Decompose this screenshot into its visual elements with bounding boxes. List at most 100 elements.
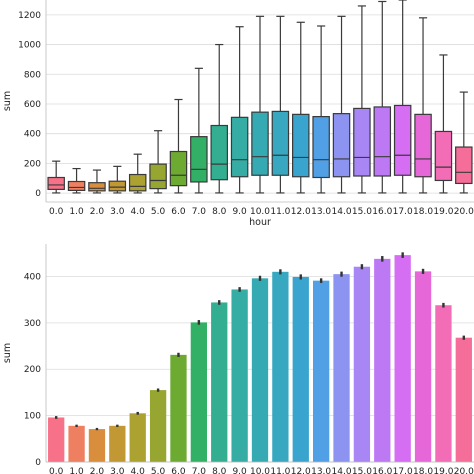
x-tick-label: 19.0	[433, 207, 453, 217]
box-15.0	[353, 5, 371, 194]
x-tick-label: 15.0	[352, 467, 372, 474]
box-iqr	[128, 173, 147, 192]
box-11.0	[271, 15, 290, 194]
x-tick-label: 3.0	[110, 207, 125, 217]
box-iqr	[393, 104, 412, 176]
box-10.0	[251, 15, 269, 194]
x-tick-label: 1.0	[69, 207, 84, 217]
box-iqr	[88, 182, 106, 192]
x-tick-label: 10.0	[250, 467, 270, 474]
x-tick-label: 12.0	[291, 207, 311, 217]
x-tick-label: 20.0	[454, 467, 474, 474]
box-iqr	[190, 136, 208, 183]
y-tick-label: 0	[35, 189, 41, 199]
box-3.0	[108, 165, 127, 194]
box-5.0	[149, 130, 167, 194]
box-iqr	[47, 176, 65, 190]
box-iqr	[108, 180, 127, 192]
x-tick-label: 13.0	[311, 467, 331, 474]
box-16.0	[373, 0, 392, 194]
y-axis-label: sum	[2, 343, 13, 363]
y-tick-label: 800	[24, 70, 41, 80]
box-17.0	[393, 0, 412, 194]
x-tick-label: 5.0	[151, 467, 166, 474]
box-12.0	[292, 21, 310, 194]
x-tick-label: 1.0	[69, 467, 84, 474]
bar-13.0	[312, 280, 330, 462]
bar-19.0	[435, 305, 452, 462]
bar-14.0	[333, 274, 350, 462]
bar-3.0	[109, 425, 126, 462]
bar-17.0	[394, 255, 411, 462]
bar-11.0	[272, 271, 289, 462]
box-8.0	[210, 43, 228, 194]
x-tick-label: 10.0	[250, 207, 270, 217]
bar-15.0	[353, 266, 371, 462]
bar-0.0	[48, 417, 65, 462]
y-tick-label: 200	[24, 365, 41, 375]
x-tick-label: 4.0	[131, 207, 146, 217]
x-tick-label: 15.0	[352, 207, 372, 217]
box-9.0	[230, 26, 249, 194]
y-tick-label: 300	[24, 319, 41, 329]
x-tick-label: 17.0	[393, 467, 413, 474]
x-tick-label: 5.0	[151, 207, 166, 217]
bar-8.0	[211, 302, 228, 462]
box-iqr	[353, 107, 371, 177]
box-14.0	[332, 15, 351, 194]
box-13.0	[312, 25, 330, 194]
x-tick-label: 9.0	[232, 467, 247, 474]
box-4.0	[128, 153, 147, 194]
bar-12.0	[292, 276, 309, 462]
y-tick-label: 600	[24, 100, 41, 110]
x-tick-label: 14.0	[332, 207, 352, 217]
plot-area	[48, 252, 472, 462]
bar-7.0	[190, 322, 208, 462]
y-tick-label: 100	[24, 412, 41, 422]
y-axis-label: sum	[2, 91, 13, 111]
box-7.0	[190, 67, 208, 194]
x-tick-label: 12.0	[291, 467, 311, 474]
x-tick-label: 16.0	[372, 207, 392, 217]
x-tick-label: 20.0	[454, 207, 474, 217]
bar-1.0	[68, 425, 85, 462]
box-plot-panel: 0 200 400 600 800 1000 1200 0.0 1.0 2.0 3.0 4.0 5.0 6…	[2, 0, 474, 228]
box-iqr	[271, 110, 290, 176]
x-tick-label: 6.0	[171, 207, 186, 217]
x-tick-label: 8.0	[212, 207, 227, 217]
box-iqr	[67, 180, 86, 192]
box-iqr	[373, 106, 392, 177]
x-tick-label: 9.0	[232, 207, 247, 217]
y-tick-label: 200	[24, 159, 41, 169]
box-6.0	[169, 98, 188, 194]
plot-area	[47, 0, 473, 194]
x-tick-label: 0.0	[49, 467, 64, 474]
x-tick-label: 14.0	[332, 467, 352, 474]
x-tick-label: 11.0	[270, 207, 290, 217]
box-iqr	[230, 116, 249, 178]
x-tick-label: 8.0	[212, 467, 227, 474]
x-tick-label: 18.0	[413, 467, 433, 474]
box-iqr	[210, 124, 228, 181]
x-tick-label: 2.0	[90, 467, 105, 474]
y-tick-label: 400	[24, 272, 41, 282]
bar-5.0	[149, 390, 167, 462]
x-tick-label: 7.0	[192, 207, 207, 217]
x-tick-label: 2.0	[90, 207, 105, 217]
box-iqr	[149, 163, 167, 190]
box-iqr	[169, 150, 188, 187]
box-1.0	[67, 167, 86, 194]
box-20.0	[455, 91, 473, 194]
x-tick-label: 11.0	[270, 467, 290, 474]
x-tick-label: 4.0	[131, 467, 146, 474]
x-tick-label: 13.0	[311, 207, 331, 217]
x-tick-label: 18.0	[413, 207, 433, 217]
bar-10.0	[251, 278, 269, 462]
box-18.0	[414, 17, 432, 194]
y-tick-label: 0	[35, 458, 41, 468]
box-0.0	[47, 160, 65, 194]
bar-16.0	[374, 258, 391, 462]
y-tick-label: 1200	[18, 11, 41, 21]
x-tick-label: 17.0	[393, 207, 413, 217]
